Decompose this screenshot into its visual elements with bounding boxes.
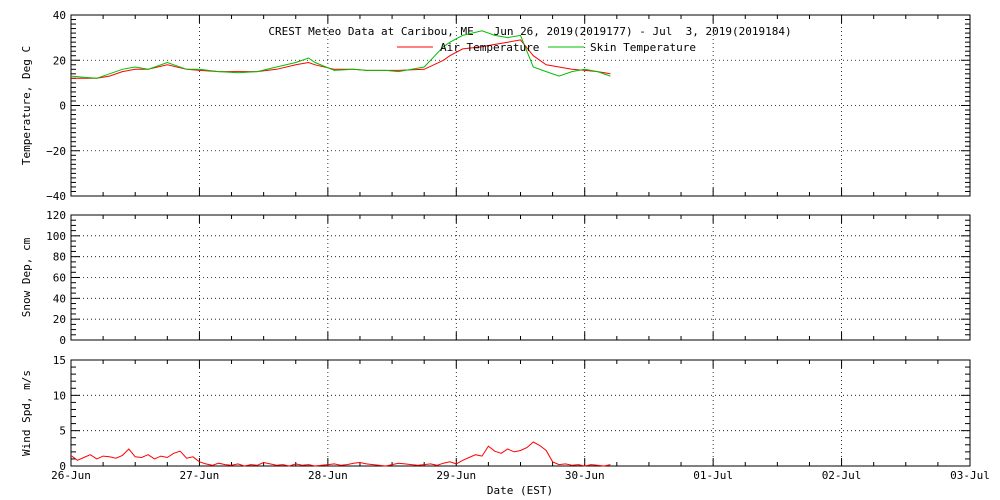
chart-title: CREST Meteo Data at Caribou, ME Jun 26, … — [268, 25, 791, 38]
wind-ylabel: Wind Spd, m/s — [20, 370, 33, 456]
temperature-ytick-label: −20 — [46, 145, 66, 158]
snow-frame — [70, 214, 971, 341]
wind-series-wind-speed — [70, 441, 611, 467]
xlabel: Date (EST) — [487, 484, 553, 497]
xtick-label: 27-Jun — [180, 469, 220, 482]
wind-ytick-label: 5 — [59, 425, 66, 438]
temperature-ytick-label: 40 — [53, 9, 66, 22]
legend-label-skin-temperature: Skin Temperature — [590, 41, 696, 54]
wind-ytick-label: 15 — [53, 354, 66, 367]
snow-ytick-label: 20 — [53, 313, 66, 326]
wind-ytick-label: 0 — [59, 460, 66, 473]
snow-ytick-label: 120 — [46, 209, 66, 222]
snow-ytick-label: 40 — [53, 292, 66, 305]
snow-ytick-label: 0 — [59, 334, 66, 347]
xtick-label: 30-Jun — [565, 469, 605, 482]
wind-frame — [70, 359, 971, 467]
xtick-label: 29-Jun — [436, 469, 476, 482]
snow-ytick-label: 80 — [53, 251, 66, 264]
xtick-label: 03-Jul — [950, 469, 990, 482]
xtick-label: 02-Jul — [822, 469, 862, 482]
xtick-label: 26-Jun — [51, 469, 91, 482]
temperature-frame — [70, 14, 971, 197]
temperature-ylabel: Temperature, Deg C — [20, 46, 33, 165]
snow-ytick-label: 100 — [46, 230, 66, 243]
snow-ytick-label: 60 — [53, 272, 66, 285]
temperature-ytick-label: 0 — [59, 100, 66, 113]
temperature-ytick-label: 20 — [53, 54, 66, 67]
legend-label-air-temperature: Air Temperature — [440, 41, 539, 54]
xtick-label: 28-Jun — [308, 469, 348, 482]
wind-ytick-label: 10 — [53, 389, 66, 402]
temperature-series-skin-temperature — [70, 30, 611, 79]
temperature-ytick-label: −40 — [46, 190, 66, 203]
xtick-label: 01-Jul — [693, 469, 733, 482]
snow-ylabel: Snow Dep, cm — [20, 237, 33, 317]
